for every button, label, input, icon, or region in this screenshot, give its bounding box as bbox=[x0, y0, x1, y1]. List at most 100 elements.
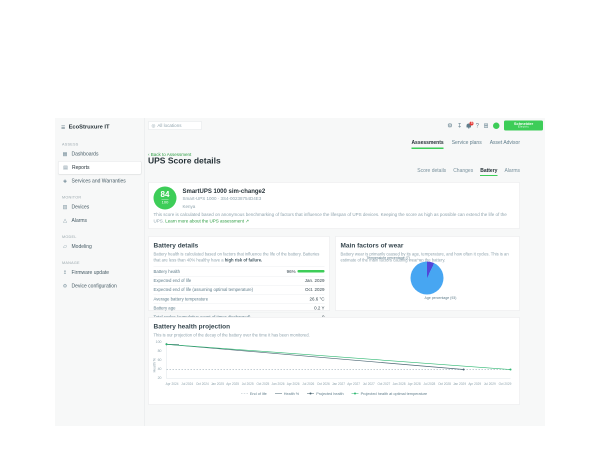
tab-service-plans[interactable]: Service plans bbox=[451, 140, 482, 146]
y-axis-tick: 40 bbox=[157, 367, 162, 372]
location-icon: ◎ bbox=[151, 122, 156, 128]
sidebar-item-dashboards[interactable]: ▦ Dashboards bbox=[55, 148, 145, 162]
sidebar-item-modeling[interactable]: ▱ Modeling bbox=[55, 240, 145, 254]
bell-shape bbox=[466, 123, 472, 129]
sidebar-section-monitor: Monitor bbox=[62, 195, 82, 200]
device-configuration-icon: ⚙ bbox=[62, 283, 68, 290]
sidebar-item-device-configuration[interactable]: ⚙ Device configuration bbox=[55, 280, 145, 294]
tab-changes[interactable]: Changes bbox=[453, 168, 474, 174]
battery-details-title: Battery details bbox=[153, 241, 199, 250]
legend-swatch bbox=[274, 393, 282, 394]
y-axis-tick: 60 bbox=[157, 358, 162, 363]
sidebar-item-services-and-warranties[interactable]: ◈ Services and Warranties bbox=[55, 175, 145, 189]
legend-label: Health % bbox=[283, 391, 300, 397]
learn-more-link[interactable]: Learn more about the UPS assessment ↗ bbox=[165, 218, 250, 224]
tab-asset-advisor[interactable]: Asset Advisor bbox=[489, 140, 520, 146]
x-axis-tick: Jul 2026 bbox=[302, 382, 315, 387]
sidebar-item-alarms[interactable]: △ Alarms bbox=[55, 214, 145, 228]
projection-line-chart bbox=[165, 342, 512, 379]
sidebar-header: ≡ EcoStruxure IT bbox=[55, 122, 145, 135]
secondary-tabs: Score details Changes Battery Alarms bbox=[417, 168, 520, 176]
projection-description: This is our projection of the decay of t… bbox=[153, 332, 310, 338]
main-factors-of-wear-card: Main factors of wear Battery wear is pri… bbox=[335, 236, 520, 311]
row-label: Battery health bbox=[153, 268, 181, 274]
row-value: Oct. 2029 bbox=[304, 287, 325, 293]
sidebar-item-devices[interactable]: ▥ Devices bbox=[55, 201, 145, 215]
notifications-icon[interactable]: 5 bbox=[466, 121, 474, 129]
series-projected-health bbox=[166, 343, 464, 370]
alarms-icon: △ bbox=[63, 218, 67, 224]
row-label: Average battery temperature bbox=[153, 296, 209, 302]
sidebar-item-label: Reports bbox=[72, 165, 90, 171]
row-label: Expected end of life bbox=[153, 278, 192, 284]
device-info: SmartUPS 1000 sim-change2 Smart-UPS 1000… bbox=[183, 188, 266, 210]
x-axis-tick: Jan 2026 bbox=[271, 382, 285, 387]
app-window: ≡ EcoStruxure IT Assess ▦ Dashboards ▤ Repor… bbox=[55, 118, 545, 426]
back-link[interactable]: ‹ Back to Assessment bbox=[148, 152, 192, 157]
row-value: Jan. 2029 bbox=[304, 278, 325, 284]
legend-projected-health[interactable]: Projected health bbox=[307, 392, 344, 396]
sidebar-section-model: Model bbox=[62, 234, 77, 240]
legend-swatch bbox=[240, 393, 248, 394]
notification-badge: 5 bbox=[469, 121, 474, 126]
x-axis-tick: Jan 2027 bbox=[332, 382, 346, 387]
export-icon[interactable]: ↧ bbox=[457, 122, 463, 129]
tab-battery[interactable]: Battery bbox=[480, 168, 498, 176]
y-axis-tick: 100 bbox=[155, 340, 162, 345]
sidebar-item-label: Devices bbox=[71, 204, 90, 211]
ups-score-card: 84 100 SmartUPS 1000 sim-change2 Smart-U… bbox=[148, 182, 520, 229]
legend-projected-health-at-optimal-temperature[interactable]: Projected health at optimal temperature bbox=[351, 392, 427, 396]
x-axis-tick: Jul 2025 bbox=[241, 382, 254, 387]
x-axis-tick: Oct 2025 bbox=[256, 382, 270, 387]
battery-health-projection-card: Battery health projection This is our pr… bbox=[148, 317, 520, 405]
sidebar-item-label: Firmware update bbox=[71, 270, 110, 276]
score-max: 100 bbox=[161, 199, 169, 205]
location-selector[interactable]: ◎ All locations bbox=[148, 121, 202, 130]
sidebar-item-label: Dashboards bbox=[71, 151, 99, 158]
wear-card-description: Battery wear is primarily caused by its … bbox=[340, 251, 509, 263]
devices-icon: ▥ bbox=[62, 204, 68, 211]
firmware-update-icon: ↥ bbox=[62, 270, 68, 276]
main-content: ◎ All locations ⚙ ↧ 5? ⊞ Schneider Electric… bbox=[145, 118, 545, 426]
apps-icon[interactable]: ⊞ bbox=[483, 122, 489, 129]
settings-icon[interactable]: ⚙ bbox=[447, 122, 453, 129]
device-name: SmartUPS 1000 sim-change2 bbox=[182, 187, 266, 195]
x-axis-tick: Apr 2029 bbox=[468, 382, 482, 387]
sidebar: ≡ EcoStruxure IT Assess ▦ Dashboards ▤ Repor… bbox=[55, 118, 145, 426]
pie-label-age: Age percentage (93) bbox=[424, 296, 457, 301]
reports-icon: ▤ bbox=[63, 165, 68, 171]
tab-alarms[interactable]: Alarms bbox=[504, 168, 520, 174]
x-axis-tick: Jul 2029 bbox=[483, 382, 496, 387]
legend-health[interactable]: Health % bbox=[274, 391, 300, 397]
battery-detail-row-average-battery-temperature: Average battery temperature 26.6 °C bbox=[153, 293, 325, 303]
x-axis-tick: Jan 2025 bbox=[210, 382, 224, 387]
sidebar-section-assess: Assess bbox=[62, 142, 79, 147]
tab-score-details[interactable]: Score details bbox=[417, 168, 447, 174]
battery-details-table: Battery health 96% Expected end of life Jan… bbox=[153, 266, 325, 322]
tab-assessments[interactable]: Assessments bbox=[411, 140, 444, 149]
legend-swatch bbox=[351, 392, 359, 395]
y-axis-tick: 20 bbox=[157, 376, 162, 381]
help-icon[interactable]: ? bbox=[475, 122, 479, 129]
menu-icon[interactable]: ≡ bbox=[61, 123, 66, 131]
score-description: This score is calculated based on anonym… bbox=[153, 212, 507, 224]
legend-end-of-life[interactable]: End of life bbox=[240, 392, 267, 396]
row-value: 26.6 °C bbox=[309, 296, 325, 302]
series-projected-health-at-optimal-temperature bbox=[166, 343, 511, 370]
pie-label-temperature: Temperature percentage (7) bbox=[366, 256, 410, 261]
legend-swatch bbox=[307, 392, 315, 395]
x-axis-tick: Oct 2027 bbox=[377, 382, 391, 387]
battery-detail-row-total-cycles-cumulative-count-of-times-discharged: Total cycles (cumulative count of times … bbox=[153, 312, 325, 321]
battery-detail-row-battery-health: Battery health 96% bbox=[153, 266, 325, 276]
battery-detail-row-expected-end-of-life: Expected end of life Jan. 2029 bbox=[153, 275, 325, 285]
x-axis-tick: Jul 2024 bbox=[181, 382, 194, 387]
modeling-icon: ▱ bbox=[63, 244, 67, 250]
row-label: Total cycles (cumulative count of times … bbox=[154, 314, 251, 319]
services-warranties-icon: ◈ bbox=[63, 178, 67, 185]
user-avatar[interactable] bbox=[493, 122, 500, 129]
legend-marker-dot bbox=[309, 392, 312, 395]
x-axis-tick: Apr 2026 bbox=[286, 382, 300, 387]
projection-title: Battery health projection bbox=[153, 322, 231, 331]
sidebar-item-firmware-update[interactable]: ↥ Firmware update bbox=[55, 266, 145, 280]
sidebar-item-reports[interactable]: ▤ Reports bbox=[58, 161, 142, 175]
